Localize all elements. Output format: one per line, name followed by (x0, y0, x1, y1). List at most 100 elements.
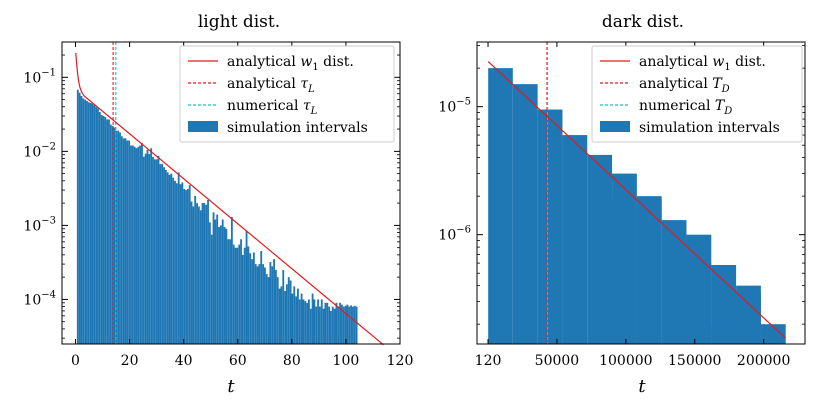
histogram-bar (86, 100, 88, 345)
histogram-bar (192, 206, 195, 344)
histogram-bar (300, 293, 303, 344)
histogram-bar (150, 148, 153, 344)
histogram-bar (271, 266, 274, 344)
histogram-bar (172, 177, 175, 344)
histogram-bar (141, 142, 143, 344)
histogram-bar (331, 306, 334, 344)
histogram-bar (353, 305, 356, 344)
histogram-bar (76, 89, 79, 344)
histogram-bar (512, 84, 538, 344)
histogram-bar (135, 148, 138, 344)
x-tick-label: 0 (71, 353, 80, 369)
histogram-bar (265, 274, 268, 344)
analytical-w1-dist-curve (487, 61, 787, 339)
legend-entry: numerical τL (227, 98, 318, 117)
histogram-bar (225, 228, 228, 344)
histogram-bar (161, 163, 164, 344)
histogram-bar (124, 138, 127, 344)
y-tick-label: 10−4 (23, 289, 56, 308)
histogram-bar (330, 310, 332, 344)
histogram-bar (153, 159, 156, 344)
histogram-bar (326, 302, 329, 344)
analytical-w1-dist-curve (75, 52, 384, 346)
legend-entry: analytical TD (639, 76, 730, 95)
histogram-bar (185, 190, 187, 344)
histogram-bar (119, 132, 121, 344)
histogram-bar (97, 108, 99, 344)
histogram-bar (122, 138, 125, 344)
histogram-bar (317, 299, 320, 344)
legend-patch (600, 121, 630, 132)
histogram-bar (223, 227, 226, 344)
light-dist-lines (75, 42, 384, 346)
histogram-bar (104, 117, 107, 344)
histogram-bar (276, 277, 279, 344)
x-tick-label: 80 (283, 353, 301, 369)
histogram-bar (212, 212, 215, 344)
histogram-bar (159, 164, 162, 344)
histogram-bar (249, 253, 252, 344)
histogram-bar (205, 204, 208, 344)
histogram-bar (686, 263, 712, 344)
histogram-bar (234, 247, 237, 344)
histogram-bar (661, 220, 687, 344)
y-tick-label: 10−5 (438, 97, 471, 116)
histogram-bar (196, 203, 198, 344)
histogram-bar (243, 247, 246, 344)
histogram-bar (168, 174, 171, 344)
histogram-bar (117, 130, 120, 344)
histogram-bar (304, 301, 307, 344)
histogram-bar (240, 239, 242, 344)
histogram-bar (210, 234, 213, 344)
light-dist-xlabel: t (227, 376, 235, 397)
dark-dist-ticks: 120 50000 100000 150000 200000 10−6 10−5 (438, 42, 805, 369)
histogram-bar (190, 201, 193, 344)
dark-dist-xlabel: t (638, 376, 646, 397)
histogram-bar (324, 302, 327, 344)
histogram-bar (262, 264, 264, 344)
histogram-bar (113, 127, 116, 344)
x-tick-label: 120 (387, 353, 414, 369)
histogram-bar (214, 219, 217, 344)
histogram-bar (293, 286, 296, 344)
histogram-bar (280, 286, 283, 344)
histogram-bar (296, 288, 299, 344)
histogram-bar (102, 116, 105, 345)
y-tick-label: 10−6 (438, 225, 471, 244)
histogram-bar (291, 293, 294, 344)
histogram-bar (251, 259, 253, 344)
histogram-bar (218, 227, 220, 344)
histogram-bar (91, 103, 94, 344)
histogram-bar (157, 155, 160, 344)
histogram-bar (179, 184, 182, 344)
histogram-bar (612, 199, 637, 344)
x-tick-label: 150000 (668, 353, 721, 369)
histogram-bar (155, 159, 158, 344)
dark-dist-axes-frame (476, 41, 806, 345)
x-tick-label: 50000 (535, 353, 580, 369)
histogram-bar (175, 183, 178, 344)
legend-entry: simulation intervals (639, 120, 780, 136)
histogram-bar (142, 156, 145, 344)
histogram-bar (241, 254, 244, 344)
histogram-bar (247, 246, 250, 344)
histogram-bar (163, 167, 165, 344)
histogram-bar (188, 185, 191, 344)
dark-dist-lines (487, 42, 787, 344)
histogram-bar (333, 308, 336, 344)
histogram-bar (84, 99, 87, 344)
light-dist-axes-frame (61, 41, 401, 345)
histogram-bar (106, 119, 109, 345)
histogram-bar (335, 302, 338, 344)
histogram-bar (285, 284, 288, 344)
histogram-bar (309, 308, 312, 344)
x-tick-label: 60 (229, 353, 247, 369)
dark-dist-title: dark dist. (602, 12, 684, 32)
histogram-bar (342, 306, 345, 344)
histogram-bar (320, 299, 323, 344)
histogram-bar (344, 305, 347, 344)
histogram-bar (711, 324, 737, 344)
histogram-bar (256, 266, 259, 344)
histogram-bar (313, 299, 316, 344)
legend-patch (188, 121, 218, 132)
